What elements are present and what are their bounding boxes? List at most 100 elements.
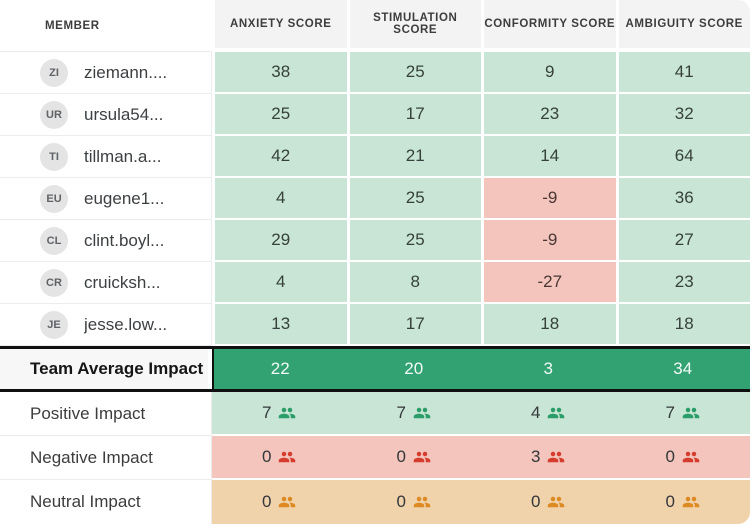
score-cell: 41 [615, 52, 750, 94]
people-icon [682, 493, 700, 511]
score-cell: 64 [615, 136, 750, 178]
positive-impact-row: Positive Impact 7 7 4 7 [0, 392, 750, 436]
avatar: TI [40, 142, 68, 171]
impact-count: 0 [396, 492, 406, 511]
neutral-impact-label: Neutral Impact [0, 480, 212, 524]
impact-count-cell: 7 [346, 392, 481, 436]
impact-count-cell: 0 [212, 436, 347, 480]
member-name: jesse.low... [84, 314, 168, 334]
member-cell: UR ursula54... [0, 94, 212, 136]
score-cell: 18 [481, 304, 616, 346]
people-icon [413, 493, 431, 511]
avatar: UR [40, 100, 68, 129]
impact-count: 0 [665, 447, 675, 466]
avatar: JE [40, 310, 68, 339]
impact-count-cell: 7 [212, 392, 347, 436]
avatar: CR [40, 268, 68, 297]
table-row: CL clint.boyl... 29 25 -9 27 [0, 220, 750, 262]
impact-count-cell: 0 [212, 480, 347, 524]
impact-count-cell: 0 [481, 480, 616, 524]
member-cell: JE jesse.low... [0, 304, 212, 346]
impact-count-cell: 0 [615, 480, 750, 524]
score-cell: 25 [346, 52, 481, 94]
positive-impact-label: Positive Impact [0, 392, 212, 436]
impact-count-cell: 0 [346, 480, 481, 524]
score-cell: 25 [346, 220, 481, 262]
negative-impact-row: Negative Impact 0 0 3 0 [0, 436, 750, 480]
score-cell: 23 [481, 94, 616, 136]
team-average-row: Team Average Impact 22 20 3 34 [0, 346, 750, 392]
people-icon [547, 448, 565, 466]
table-row: UR ursula54... 25 17 23 32 [0, 94, 750, 136]
score-cell: 42 [212, 136, 347, 178]
people-icon [682, 404, 700, 422]
team-average-label: Team Average Impact [0, 349, 212, 389]
score-cell: 9 [481, 52, 616, 94]
table-row: EU eugene1... 4 25 -9 36 [0, 178, 750, 220]
score-cell: 38 [212, 52, 347, 94]
score-cell-negative: -9 [481, 178, 616, 220]
avatar: CL [40, 226, 68, 255]
team-average-value: 20 [346, 349, 481, 389]
impact-count: 0 [262, 492, 272, 511]
member-name: clint.boyl... [84, 230, 165, 250]
member-name: ziemann.... [84, 62, 168, 82]
table-row: CR cruicksh... 4 8 -27 23 [0, 262, 750, 304]
score-cell: 17 [346, 94, 481, 136]
score-cell: 4 [212, 178, 347, 220]
people-icon [278, 493, 296, 511]
score-cell: 21 [346, 136, 481, 178]
impact-count-cell: 0 [346, 436, 481, 480]
impact-count-cell: 7 [615, 392, 750, 436]
avatar: EU [40, 184, 68, 213]
score-cell: 17 [346, 304, 481, 346]
score-cell: 27 [615, 220, 750, 262]
people-icon [413, 448, 431, 466]
member-name: eugene1... [84, 188, 165, 208]
score-cell: 29 [212, 220, 347, 262]
impact-count: 7 [396, 403, 406, 422]
score-cell-negative: -27 [481, 262, 616, 304]
impact-count: 0 [396, 447, 406, 466]
member-name: ursula54... [84, 104, 164, 124]
impact-count: 7 [665, 403, 675, 422]
team-average-value: 22 [212, 349, 347, 389]
impact-count: 0 [262, 447, 272, 466]
people-icon [413, 404, 431, 422]
column-header-member: MEMBER [0, 0, 212, 52]
team-average-value: 3 [481, 349, 616, 389]
member-cell: CL clint.boyl... [0, 220, 212, 262]
table-row: ZI ziemann.... 38 25 9 41 [0, 52, 750, 94]
score-cell: 36 [615, 178, 750, 220]
impact-count: 3 [531, 447, 541, 466]
column-header-anxiety-score: ANXIETY SCORE [212, 0, 347, 52]
score-cell: 18 [615, 304, 750, 346]
table-row: JE jesse.low... 13 17 18 18 [0, 304, 750, 346]
table-row: TI tillman.a... 42 21 14 64 [0, 136, 750, 178]
people-icon [547, 493, 565, 511]
score-cell: 13 [212, 304, 347, 346]
score-cell: 8 [346, 262, 481, 304]
column-header-stimulation-score: STIMULATION SCORE [346, 0, 481, 52]
impact-count: 7 [262, 403, 272, 422]
people-icon [547, 404, 565, 422]
member-cell: CR cruicksh... [0, 262, 212, 304]
table-header-row: MEMBER ANXIETY SCORE STIMULATION SCORE C… [0, 0, 750, 52]
member-cell: EU eugene1... [0, 178, 212, 220]
score-cell: 25 [212, 94, 347, 136]
member-cell: TI tillman.a... [0, 136, 212, 178]
people-icon [278, 404, 296, 422]
score-cell: 32 [615, 94, 750, 136]
column-header-ambiguity-score: AMBIGUITY SCORE [615, 0, 750, 52]
score-cell: 23 [615, 262, 750, 304]
score-cell: 4 [212, 262, 347, 304]
impact-count-cell: 3 [481, 436, 616, 480]
impact-count: 0 [531, 492, 541, 511]
column-header-conformity-score: CONFORMITY SCORE [481, 0, 616, 52]
impact-count: 0 [665, 492, 675, 511]
member-name: cruicksh... [84, 272, 161, 292]
score-cell: 25 [346, 178, 481, 220]
impact-count-cell: 0 [615, 436, 750, 480]
team-average-value: 34 [615, 349, 750, 389]
